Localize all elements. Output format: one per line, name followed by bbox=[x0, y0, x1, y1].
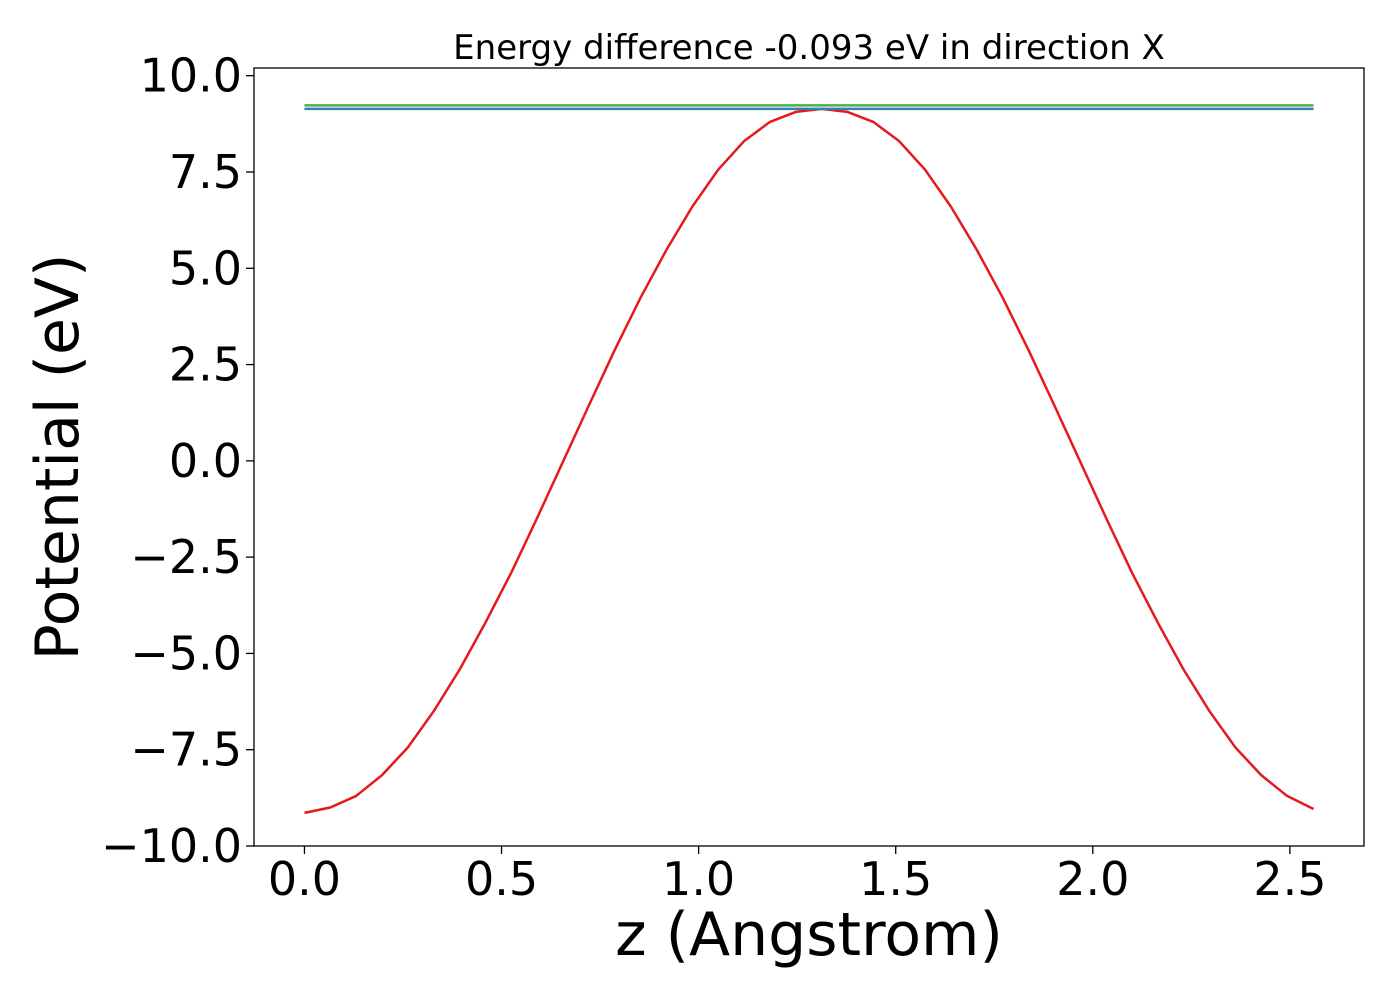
series-layer bbox=[304, 104, 1315, 815]
y-tick-label-5: 2.5 bbox=[169, 338, 242, 392]
x-tick-label-4: 2.0 bbox=[1056, 852, 1129, 906]
y-tick-label-3: −2.5 bbox=[130, 530, 242, 584]
x-tick-label-0: 0.0 bbox=[268, 852, 341, 906]
chart-title: Energy difference -0.093 eV in direction… bbox=[453, 28, 1165, 68]
x-tick-label-5: 2.5 bbox=[1253, 852, 1326, 906]
y-tick-label-8: 10.0 bbox=[140, 49, 242, 103]
x-tick-label-1: 0.5 bbox=[465, 852, 538, 906]
y-axis-ticks: −10.0 −7.5 −5.0 −2.5 0.0 2.5 5.0 7.5 10.0 bbox=[101, 49, 254, 873]
x-tick-label-2: 1.0 bbox=[662, 852, 735, 906]
x-axis-ticks: 0.0 0.5 1.0 1.5 2.0 2.5 bbox=[268, 846, 1326, 906]
x-axis-label: z (Angstrom) bbox=[615, 900, 1003, 970]
series-line-1 bbox=[304, 107, 1315, 815]
y-tick-label-6: 5.0 bbox=[169, 241, 242, 295]
y-tick-label-4: 0.0 bbox=[169, 434, 242, 488]
y-tick-label-2: −5.0 bbox=[130, 626, 242, 680]
y-tick-label-1: −7.5 bbox=[130, 723, 242, 777]
y-tick-label-7: 7.5 bbox=[169, 145, 242, 199]
y-axis-label: Potential (eV) bbox=[23, 254, 93, 661]
y-tick-label-0: −10.0 bbox=[101, 819, 242, 873]
plot-frame bbox=[253, 67, 1365, 847]
x-tick-label-3: 1.5 bbox=[859, 852, 932, 906]
